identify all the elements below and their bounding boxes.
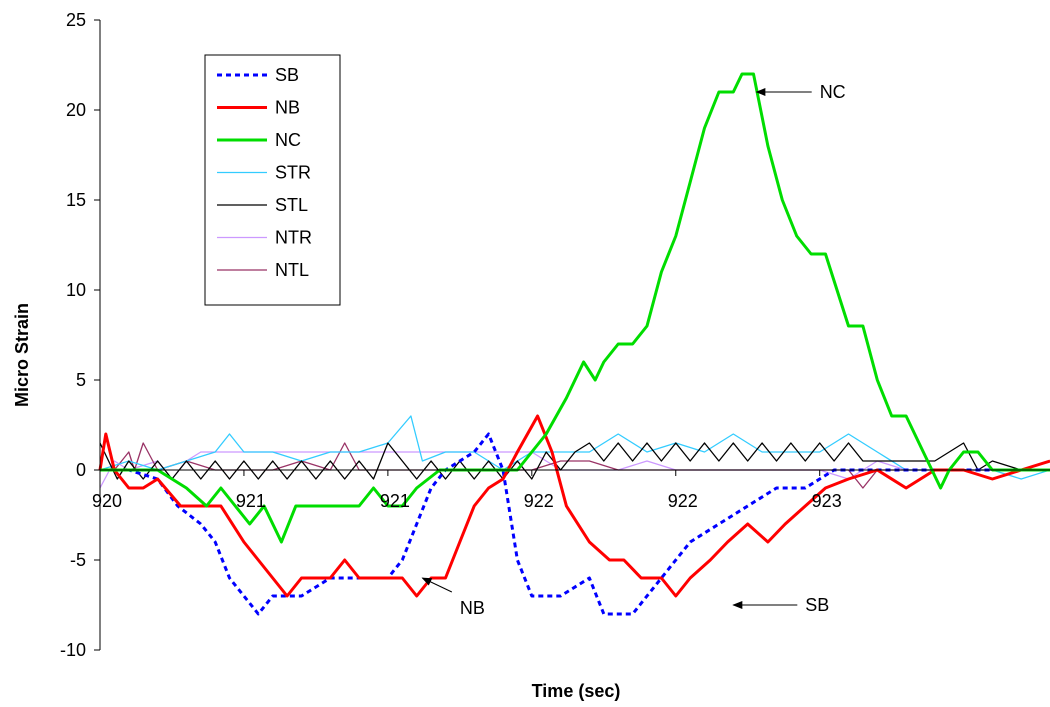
legend-label-nc: NC — [275, 130, 301, 150]
annotation-label-nc: NC — [820, 82, 846, 102]
x-tick-label: 920 — [92, 491, 122, 511]
x-tick-label: 922 — [668, 491, 698, 511]
y-tick-label: -10 — [60, 640, 86, 660]
y-axis-title: Micro Strain — [12, 303, 32, 407]
annotation-arrow-nb — [421, 577, 453, 593]
legend-label-sb: SB — [275, 65, 299, 85]
x-axis-title: Time (sec) — [532, 681, 621, 701]
series-line-nb — [98, 414, 1050, 598]
y-tick-label: 5 — [76, 370, 86, 390]
y-tick-labels: -10 -5 0 5 10 15 20 25 — [60, 10, 86, 660]
annotations: NC NB SB — [421, 82, 846, 618]
legend-label-str: STR — [275, 163, 311, 183]
x-tick-label: 923 — [812, 491, 842, 511]
legend-label-ntr: NTR — [275, 228, 312, 248]
y-tick-label: 15 — [66, 190, 86, 210]
axes-layer — [94, 19, 1050, 651]
y-tick-label: 10 — [66, 280, 86, 300]
x-tick-label: 921 — [380, 491, 410, 511]
legend-box — [204, 54, 341, 306]
series-line-sb — [100, 432, 1050, 616]
x-tick-label: 922 — [524, 491, 554, 511]
legend-label-nb: NB — [275, 98, 300, 118]
legend: SB NB NC STR STL NTR NTL — [204, 54, 341, 306]
y-tick-label: -5 — [70, 550, 86, 570]
x-tick-labels: 920 921 921 922 922 923 — [92, 491, 842, 511]
series-layer — [98, 72, 1050, 616]
legend-label-stl: STL — [275, 195, 308, 215]
y-tick-label: 20 — [66, 100, 86, 120]
x-tick-label: 921 — [236, 491, 266, 511]
y-tick-label: 0 — [76, 460, 86, 480]
legend-label-ntl: NTL — [275, 260, 309, 280]
annotation-label-sb: SB — [805, 595, 829, 615]
annotation-label-nb: NB — [460, 598, 485, 618]
series-line-nc — [100, 72, 1050, 544]
series-line-stl — [99, 442, 1050, 480]
y-tick-label: 25 — [66, 10, 86, 30]
